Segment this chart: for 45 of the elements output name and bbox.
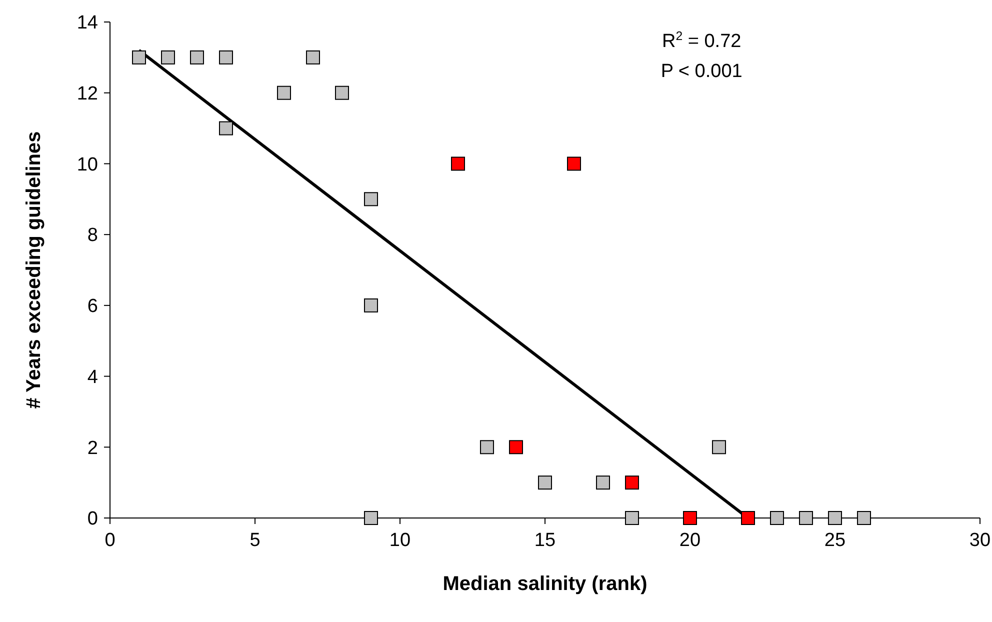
- x-tick-label: 15: [534, 530, 556, 551]
- y-tick-label: 2: [87, 438, 98, 459]
- y-tick-label: 12: [76, 84, 98, 105]
- point: [567, 156, 581, 171]
- point: [712, 440, 726, 454]
- point: [335, 86, 349, 100]
- x-axis-title: Median salinity (rank): [442, 573, 648, 595]
- point: [683, 511, 697, 525]
- x-tick-label: 30: [969, 530, 991, 551]
- point: [306, 50, 320, 64]
- point: [509, 440, 523, 454]
- y-tick-label: 10: [76, 154, 98, 176]
- point: [538, 476, 552, 490]
- y-tick-label: 14: [76, 12, 98, 34]
- point: [596, 476, 610, 490]
- point: [161, 50, 175, 64]
- x-tick-label: 20: [679, 530, 701, 551]
- x-tick-label: 10: [389, 530, 411, 551]
- y-tick-label: 6: [87, 296, 98, 318]
- y-tick-label: 0: [87, 508, 98, 530]
- point: [451, 156, 465, 171]
- x-tick-label: 25: [824, 530, 846, 551]
- annotation: R$^{2}$ = 0.72: [662, 28, 742, 52]
- x-tick-label: 5: [250, 530, 260, 551]
- point: [799, 511, 813, 525]
- point: [828, 511, 842, 525]
- point: [277, 86, 291, 100]
- point: [219, 50, 233, 64]
- point: [364, 511, 378, 525]
- point: [770, 511, 784, 525]
- point: [132, 50, 146, 64]
- point: [190, 50, 204, 64]
- point: [364, 192, 378, 206]
- point: [625, 511, 639, 525]
- point: [480, 440, 494, 454]
- point: [625, 476, 639, 490]
- point: [219, 121, 233, 136]
- y-axis-title: # Years exceeding guidelines: [23, 131, 45, 409]
- y-tick-label: 4: [87, 366, 98, 388]
- point: [364, 298, 378, 312]
- annotation: P < 0.001: [660, 60, 742, 82]
- point: [741, 511, 755, 525]
- y-tick-label: 8: [87, 225, 98, 246]
- point: [857, 511, 871, 525]
- x-tick-label: 0: [104, 530, 116, 551]
